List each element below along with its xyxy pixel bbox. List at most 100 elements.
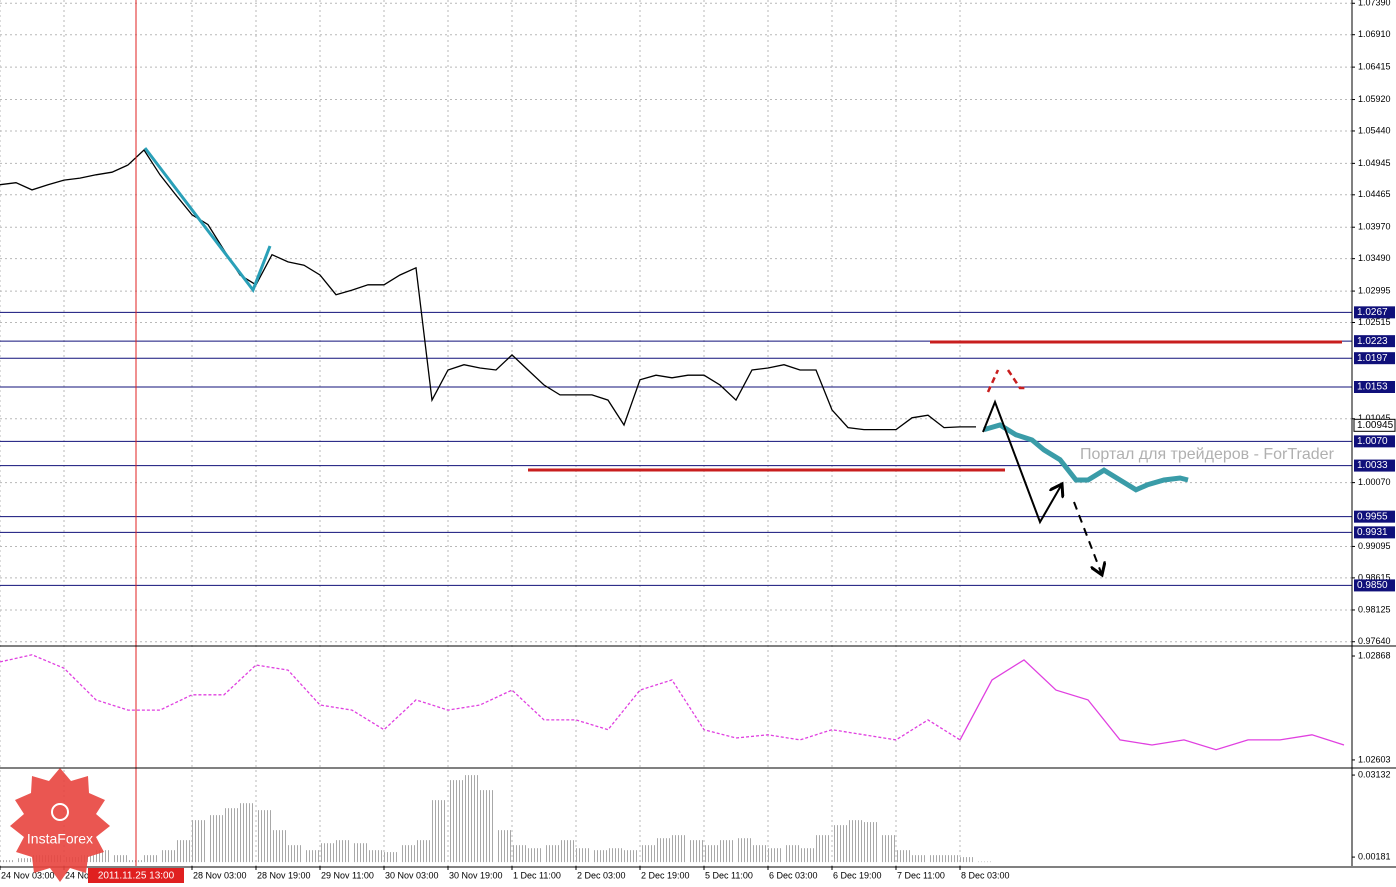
x-tick-label: 24 Nov 03:00 <box>1 870 55 880</box>
histogram-bar <box>144 855 159 863</box>
histogram-bar <box>784 845 799 863</box>
y-tick-label: 1.05440 <box>1358 125 1391 135</box>
histogram-bar <box>960 857 975 863</box>
histogram-bar <box>176 840 191 863</box>
y-tick-label: 0.97640 <box>1358 636 1391 646</box>
histogram-bar <box>656 838 671 863</box>
histogram-bar <box>320 843 335 863</box>
histogram-bar <box>16 858 31 863</box>
level-box <box>1354 526 1395 539</box>
histogram-bar <box>224 808 239 863</box>
histogram-bar <box>512 845 527 863</box>
level-label: 1.0223 <box>1357 336 1388 347</box>
histogram-bar <box>448 780 463 863</box>
histogram-bar <box>432 800 447 863</box>
forecast-arrow <box>982 399 1062 525</box>
level-label: 0.9955 <box>1357 511 1388 522</box>
level-box <box>1354 579 1395 592</box>
histogram-bar <box>544 845 559 863</box>
x-tick-label: 2 Dec 03:00 <box>577 870 626 880</box>
histogram-bar <box>256 810 271 863</box>
level-label: 1.0033 <box>1357 460 1388 471</box>
drawings <box>143 147 1342 575</box>
y-tick-label: 1.07390 <box>1358 0 1391 8</box>
histogram-bar <box>384 852 399 863</box>
y-tick-label: 1.02868 <box>1358 650 1391 660</box>
x-tick-label: 6 Dec 19:00 <box>833 870 882 880</box>
level-label: 1.0267 <box>1357 307 1388 318</box>
logo: InstaForex <box>10 768 110 882</box>
histogram-bar <box>800 848 815 863</box>
trend-zigzag <box>143 147 272 294</box>
y-tick-label: 1.00070 <box>1358 477 1391 487</box>
histogram-bar <box>752 845 767 863</box>
y-tick-label: 1.02603 <box>1358 754 1391 764</box>
histogram-bar <box>672 835 687 863</box>
y-tick-label: 0.98125 <box>1358 604 1391 614</box>
histogram-bar <box>896 850 911 863</box>
histogram-bar <box>864 822 879 863</box>
level-label: 0.9850 <box>1357 580 1388 591</box>
histogram-bar <box>720 840 735 863</box>
price-line <box>983 422 1189 493</box>
histogram-bar <box>464 775 479 863</box>
histogram-bar <box>240 803 255 863</box>
marks-layer <box>0 0 1352 866</box>
histogram-bar <box>336 840 351 863</box>
histogram-bar <box>768 848 783 863</box>
histogram-bar <box>816 835 831 863</box>
red-arrow <box>986 369 1000 393</box>
histogram-bar <box>192 820 207 863</box>
y-tick-label: 0.03132 <box>1358 769 1391 779</box>
x-tick-label: 29 Nov 11:00 <box>321 870 374 880</box>
histogram-bar <box>272 830 287 863</box>
histogram-bar <box>208 815 223 863</box>
level-box <box>1354 381 1395 393</box>
histogram-bar <box>944 855 959 863</box>
histogram-bar <box>976 861 991 863</box>
grid-layer <box>0 0 1352 866</box>
level-label: 1.0153 <box>1357 382 1388 393</box>
x-tick-label: 28 Nov 19:00 <box>257 870 311 880</box>
histogram-bar <box>736 838 751 863</box>
histogram-bar <box>880 835 895 863</box>
histogram-bar <box>496 830 511 863</box>
histogram-bar <box>608 848 623 863</box>
price-line <box>0 148 976 431</box>
histogram-bar <box>576 848 591 863</box>
y-tick-label: 0.98615 <box>1358 572 1391 582</box>
x-tick-label: 8 Dec 03:00 <box>961 870 1010 880</box>
red-arrow <box>1006 369 1025 390</box>
level-box <box>1354 459 1395 472</box>
logo-text: InstaForex <box>27 831 93 847</box>
histogram-bar <box>416 840 431 863</box>
y-tick-label: 1.05920 <box>1358 94 1391 104</box>
x-tick-label: 2 Dec 19:00 <box>641 870 690 880</box>
histogram-bar <box>624 850 639 863</box>
histogram-bar <box>160 850 175 863</box>
histogram-bar <box>848 820 863 863</box>
histogram-bar <box>640 845 655 863</box>
y-tick-label: 1.04465 <box>1358 189 1391 199</box>
x-tick-label: 24 No <box>65 870 89 880</box>
watermark: Портал для трейдеров - ForTrader <box>1080 446 1335 463</box>
histogram-bar <box>112 855 127 863</box>
histogram-bar <box>96 850 111 863</box>
histogram-bar <box>912 855 927 863</box>
level-label: 0.9931 <box>1357 527 1388 538</box>
y-tick-label: 0.00181 <box>1358 851 1391 861</box>
histogram-bar <box>560 840 575 863</box>
histogram-bar <box>592 850 607 863</box>
level-box <box>1354 510 1395 523</box>
level-box <box>1354 435 1395 448</box>
level-box <box>1354 335 1395 348</box>
histogram-bar <box>304 850 319 863</box>
x-tick-label: 7 Dec 11:00 <box>897 870 945 880</box>
histogram-bar <box>288 845 303 863</box>
level-label: 1.0070 <box>1357 436 1388 447</box>
y-tick-label: 0.99095 <box>1358 541 1391 551</box>
forecast-arrow <box>1073 501 1102 575</box>
x-tick-label: 30 Nov 03:00 <box>385 870 439 880</box>
